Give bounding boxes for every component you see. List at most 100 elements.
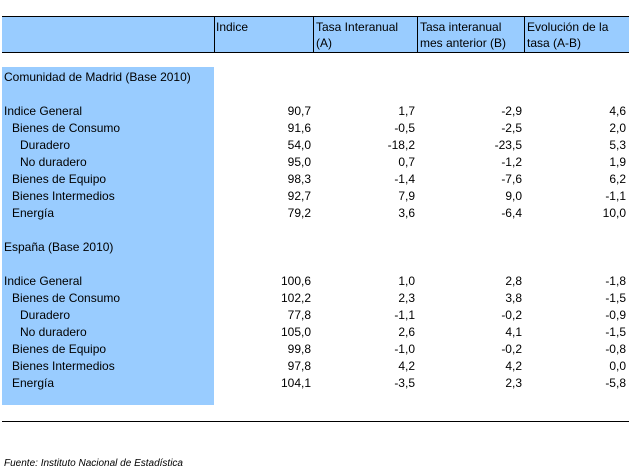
cell-tasa-anterior: 2,3 bbox=[505, 376, 522, 390]
table-row: Energía 104,1 -3,5 2,3 -5,8 bbox=[0, 375, 629, 392]
table-row: Indice General 100,6 1,0 2,8 -1,8 bbox=[0, 273, 629, 290]
header-tasa-anterior-line2: mes anterior (B) bbox=[420, 36, 507, 50]
column-divider bbox=[214, 16, 215, 52]
cell-tasa-anterior: -2,9 bbox=[501, 104, 522, 118]
cell-tasa-anterior: -0,2 bbox=[501, 342, 522, 356]
table-row: Bienes de Equipo 99,8 -1,0 -0,2 -0,8 bbox=[0, 341, 629, 358]
table-row: Energía 79,2 3,6 -6,4 10,0 bbox=[0, 205, 629, 222]
cell-indice: 92,7 bbox=[287, 189, 311, 203]
cell-evolucion: 6,2 bbox=[609, 172, 626, 186]
table-row: Bienes de Consumo 91,6 -0,5 -2,5 2,0 bbox=[0, 120, 629, 137]
cell-indice: 90,7 bbox=[287, 104, 311, 118]
row-label: Bienes de Consumo bbox=[12, 291, 121, 305]
row-label: No duradero bbox=[20, 155, 87, 169]
table-row: Indice General 90,7 1,7 -2,9 4,6 bbox=[0, 103, 629, 120]
header-evolucion: Evolución de la tasa (A-B) bbox=[527, 19, 608, 51]
header-bottom-border bbox=[2, 52, 629, 53]
cell-tasa-anterior: -7,6 bbox=[501, 172, 522, 186]
column-divider bbox=[417, 16, 418, 52]
cell-evolucion: -0,9 bbox=[605, 308, 626, 322]
cell-indice: 98,3 bbox=[287, 172, 311, 186]
cell-tasa: 2,3 bbox=[398, 291, 415, 305]
table-bottom-border bbox=[2, 421, 629, 422]
cell-evolucion: 4,6 bbox=[609, 104, 626, 118]
cell-evolucion: -0,8 bbox=[605, 342, 626, 356]
cell-tasa: 0,7 bbox=[398, 155, 415, 169]
cell-indice: 79,2 bbox=[287, 206, 311, 220]
table-row: Bienes Intermedios 92,7 7,9 9,0 -1,1 bbox=[0, 188, 629, 205]
header-tasa-interanual: Tasa Interanual (A) bbox=[316, 19, 398, 51]
row-label: Bienes Intermedios bbox=[12, 189, 115, 203]
row-label: Indice General bbox=[4, 104, 83, 118]
cell-indice: 99,8 bbox=[287, 342, 311, 356]
table-row: Duradero 77,8 -1,1 -0,2 -0,9 bbox=[0, 307, 629, 324]
cell-tasa: -3,5 bbox=[394, 376, 415, 390]
cell-indice: 105,0 bbox=[280, 325, 311, 339]
cell-tasa-anterior: -6,4 bbox=[501, 206, 522, 220]
table-row: No duradero 105,0 2,6 4,1 -1,5 bbox=[0, 324, 629, 341]
cell-evolucion: -1,8 bbox=[605, 274, 626, 288]
cell-tasa: 4,2 bbox=[398, 359, 415, 373]
cell-tasa-anterior: -2,5 bbox=[501, 121, 522, 135]
cell-tasa: -1,1 bbox=[394, 308, 415, 322]
row-label: Bienes Intermedios bbox=[12, 359, 115, 373]
cell-evolucion: -1,5 bbox=[605, 291, 626, 305]
row-label: Indice General bbox=[4, 274, 83, 288]
cell-indice: 104,1 bbox=[280, 376, 311, 390]
header-evolucion-line1: Evolución de la bbox=[527, 20, 609, 34]
cell-tasa: 1,0 bbox=[398, 274, 415, 288]
row-label: Bienes de Consumo bbox=[12, 121, 121, 135]
header-evolucion-line2: tasa (A-B) bbox=[527, 36, 582, 50]
cell-tasa: -1,0 bbox=[394, 342, 415, 356]
cell-indice: 95,0 bbox=[287, 155, 311, 169]
cell-indice: 102,2 bbox=[280, 291, 311, 305]
cell-evolucion: 2,0 bbox=[609, 121, 626, 135]
row-label: Duradero bbox=[20, 138, 71, 152]
header-indice: Indice bbox=[216, 19, 248, 35]
table-row: Bienes de Consumo 102,2 2,3 3,8 -1,5 bbox=[0, 290, 629, 307]
cell-indice: 91,6 bbox=[287, 121, 311, 135]
cell-evolucion: -1,1 bbox=[605, 189, 626, 203]
cell-evolucion: -1,5 bbox=[605, 325, 626, 339]
label-column-background bbox=[2, 67, 214, 405]
row-label: Duradero bbox=[20, 308, 71, 322]
row-label: Energía bbox=[12, 206, 55, 220]
table-row: No duradero 95,0 0,7 -1,2 1,9 bbox=[0, 154, 629, 171]
cell-indice: 100,6 bbox=[280, 274, 311, 288]
row-label: Energía bbox=[12, 376, 55, 390]
cell-tasa-anterior: 4,2 bbox=[505, 359, 522, 373]
table-row: Bienes Intermedios 97,8 4,2 4,2 0,0 bbox=[0, 358, 629, 375]
column-divider bbox=[313, 16, 314, 52]
cell-evolucion: 5,3 bbox=[609, 138, 626, 152]
header-tasa-anterior: Tasa interanual mes anterior (B) bbox=[420, 19, 506, 51]
cell-indice: 77,8 bbox=[287, 308, 311, 322]
cell-tasa-anterior: -0,2 bbox=[501, 308, 522, 322]
cell-evolucion: 0,0 bbox=[609, 359, 626, 373]
cell-tasa-anterior: -1,2 bbox=[501, 155, 522, 169]
row-label: Bienes de Equipo bbox=[12, 172, 107, 186]
header-tasa-line2: (A) bbox=[316, 36, 332, 50]
header-top-border bbox=[2, 16, 629, 17]
cell-tasa: 3,6 bbox=[398, 206, 415, 220]
cell-tasa-anterior: 2,8 bbox=[505, 274, 522, 288]
cell-indice: 54,0 bbox=[287, 138, 311, 152]
cell-evolucion: 10,0 bbox=[602, 206, 626, 220]
cell-tasa-anterior: 4,1 bbox=[505, 325, 522, 339]
cell-tasa-anterior: 3,8 bbox=[505, 291, 522, 305]
table-row: Duradero 54,0 -18,2 -23,5 5,3 bbox=[0, 137, 629, 154]
section-title-madrid: Comunidad de Madrid (Base 2010) bbox=[4, 70, 191, 84]
source-note: Fuente: Instituto Nacional de Estadístic… bbox=[4, 458, 183, 469]
cell-evolucion: 1,9 bbox=[609, 155, 626, 169]
cell-tasa: -0,5 bbox=[394, 121, 415, 135]
column-divider bbox=[524, 16, 525, 52]
cell-tasa: 2,6 bbox=[398, 325, 415, 339]
header-indice-label: Indice bbox=[216, 20, 249, 34]
header-tasa-anterior-line1: Tasa interanual bbox=[420, 20, 502, 34]
cell-tasa: -18,2 bbox=[387, 138, 415, 152]
cell-evolucion: -5,8 bbox=[605, 376, 626, 390]
cell-tasa-anterior: 9,0 bbox=[505, 189, 522, 203]
cell-tasa: -1,4 bbox=[394, 172, 415, 186]
header-tasa-line1: Tasa Interanual bbox=[316, 20, 399, 34]
row-label: Bienes de Equipo bbox=[12, 342, 107, 356]
cell-indice: 97,8 bbox=[287, 359, 311, 373]
